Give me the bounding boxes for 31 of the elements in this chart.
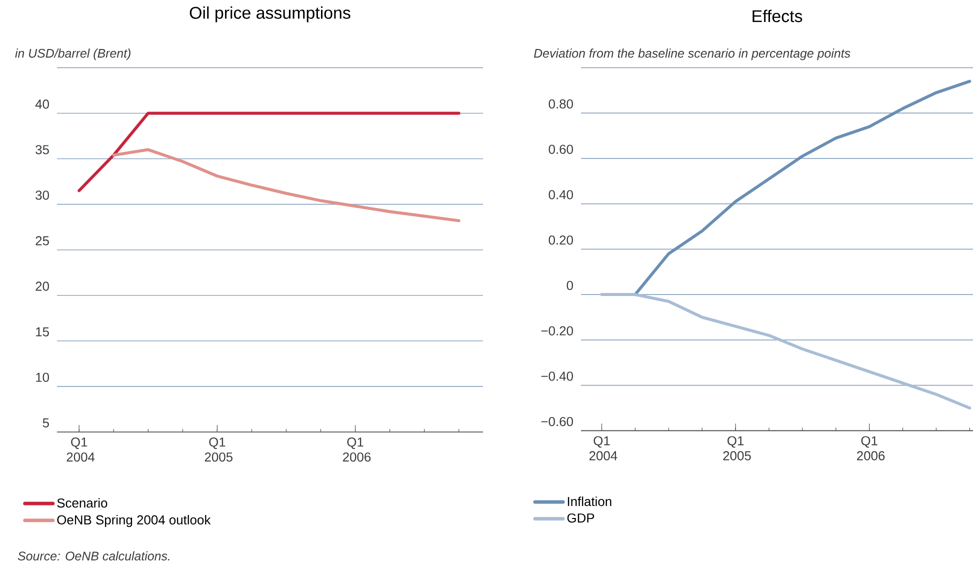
y-tick-label: 0.80 [548, 99, 573, 109]
x-tick-label: Q1 2005 [723, 436, 751, 460]
y-tick-label: 10 [36, 372, 49, 382]
y-tick-label: −0.40 [541, 372, 573, 381]
y-tick-label: 30 [36, 190, 49, 200]
y-tick-label: 0.40 [548, 190, 573, 200]
y-axis-title: in USD/barrel (Brent) [15, 48, 130, 60]
y-tick-label: 0 [566, 280, 573, 290]
y-tick-label: 5 [42, 418, 49, 428]
y-tick-label: 0.60 [548, 144, 573, 154]
x-tick-label: Q1 2004 [589, 436, 618, 460]
legend-label: GDP [567, 513, 594, 523]
y-tick-label: 25 [36, 236, 49, 246]
y-tick-label: −0.20 [541, 326, 573, 336]
y-tick-label: 35 [36, 145, 49, 154]
x-tick-label: Q1 2006 [342, 438, 371, 462]
y-tick-label: −0.60 [541, 416, 573, 426]
y-tick-label: 15 [36, 327, 49, 336]
x-tick-label: Q1 2004 [66, 438, 95, 462]
y-axis-title: Deviation from the baseline scenario in percentage points [534, 48, 850, 60]
y-tick-label: 0.20 [548, 235, 573, 245]
chart-title: Effects [752, 10, 802, 22]
source-note: Source: OeNB calculations. [18, 551, 170, 560]
chart-title: Oil price assumptions [190, 6, 350, 22]
legend-label: Scenario [57, 498, 108, 508]
legend-label: Inflation [568, 496, 612, 506]
y-tick-label: 40 [35, 100, 49, 109]
x-tick-label: Q1 2005 [204, 438, 232, 462]
y-tick-label: 20 [36, 282, 49, 291]
legend-label: OeNB Spring 2004 outlook [57, 514, 211, 528]
x-tick-label: Q1 2006 [857, 436, 885, 460]
